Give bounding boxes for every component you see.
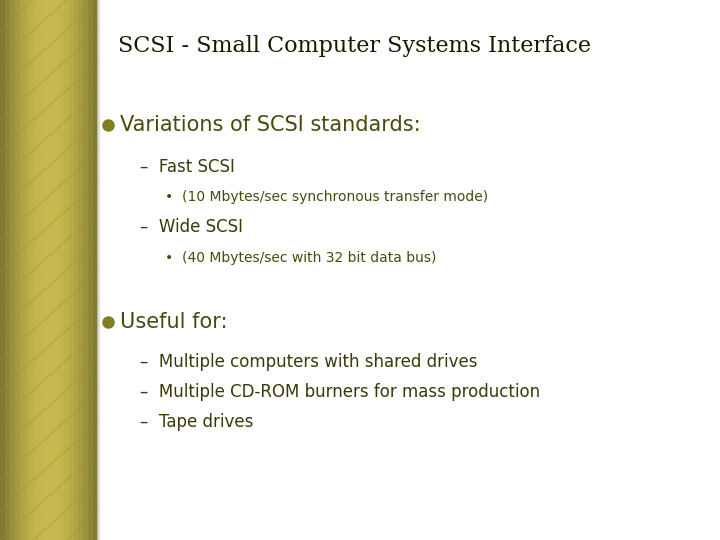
Text: Useful for:: Useful for: (120, 312, 228, 332)
Polygon shape (19, 0, 24, 540)
Text: –  Wide SCSI: – Wide SCSI (140, 218, 243, 236)
Polygon shape (63, 0, 68, 540)
Text: –  Fast SCSI: – Fast SCSI (140, 158, 235, 176)
Polygon shape (0, 0, 5, 540)
Polygon shape (24, 0, 30, 540)
Text: Variations of SCSI standards:: Variations of SCSI standards: (120, 115, 420, 135)
Polygon shape (78, 0, 84, 540)
Polygon shape (5, 0, 10, 540)
Polygon shape (30, 0, 35, 540)
Polygon shape (14, 0, 19, 540)
Polygon shape (39, 0, 44, 540)
Text: –  Tape drives: – Tape drives (140, 413, 253, 431)
Polygon shape (49, 0, 54, 540)
Polygon shape (73, 0, 78, 540)
Polygon shape (89, 0, 93, 540)
Text: •  (40 Mbytes/sec with 32 bit data bus): • (40 Mbytes/sec with 32 bit data bus) (165, 251, 436, 265)
Polygon shape (44, 0, 49, 540)
Polygon shape (93, 0, 98, 540)
Polygon shape (10, 0, 14, 540)
Polygon shape (84, 0, 89, 540)
Polygon shape (68, 0, 73, 540)
Polygon shape (59, 0, 63, 540)
Polygon shape (35, 0, 39, 540)
Text: •  (10 Mbytes/sec synchronous transfer mode): • (10 Mbytes/sec synchronous transfer mo… (165, 190, 488, 204)
Text: –  Multiple computers with shared drives: – Multiple computers with shared drives (140, 353, 477, 371)
Text: –  Multiple CD-ROM burners for mass production: – Multiple CD-ROM burners for mass produ… (140, 383, 540, 401)
Polygon shape (54, 0, 59, 540)
Text: SCSI - Small Computer Systems Interface: SCSI - Small Computer Systems Interface (118, 35, 591, 57)
